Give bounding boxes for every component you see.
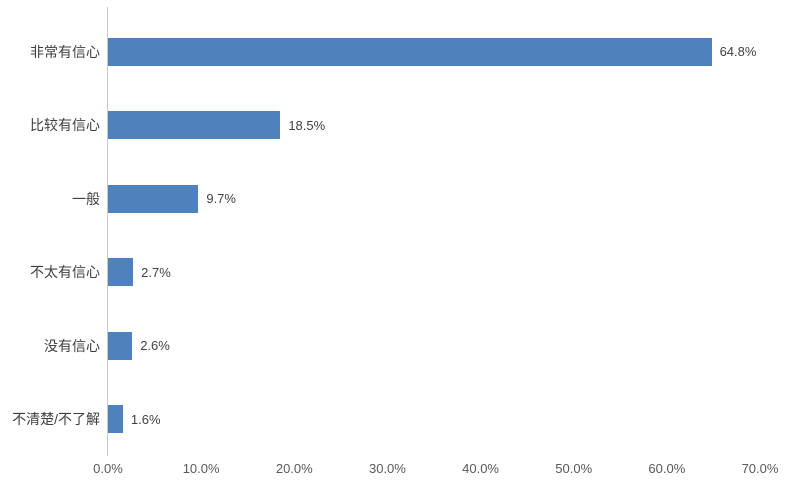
value-label: 1.6% — [130, 411, 161, 427]
category-label: 不清楚/不了解 — [12, 411, 100, 428]
value-label: 2.7% — [141, 264, 171, 280]
bar-row: 不清楚/不了解 1.6% — [12, 383, 760, 457]
bar — [108, 258, 134, 287]
bar — [108, 184, 199, 213]
bar — [108, 331, 133, 360]
category-label: 一般 — [72, 190, 100, 207]
value-label: 9.7% — [206, 191, 236, 207]
x-tick-label: 40.0% — [462, 461, 499, 476]
bar — [108, 37, 712, 66]
x-tick-label: 30.0% — [368, 461, 406, 476]
bar-row: 不太有信心 2.7% — [30, 236, 760, 310]
value-label: 64.8% — [719, 44, 757, 60]
x-axis-tick-labels: 0.0% 10.0% 20.0% 30.0% 40.0% 50.0% 60.0%… — [93, 461, 778, 480]
plot-area: 非常有信心 64.8% 比较有信心 18.5% 一般 9.7% 不太有信心 2.… — [12, 15, 760, 457]
value-label: 2.6% — [140, 338, 170, 354]
x-tick-label: 20.0% — [275, 461, 313, 476]
x-tick-label: 50.0% — [555, 461, 593, 476]
category-label: 非常有信心 — [30, 43, 100, 60]
bar — [108, 405, 123, 434]
x-tick-label: 60.0% — [648, 461, 686, 476]
x-tick-label: 10.0% — [182, 461, 220, 476]
category-label: 比较有信心 — [30, 117, 100, 134]
bar-row: 没有信心 2.6% — [44, 309, 760, 383]
bar-row: 一般 9.7% — [72, 162, 760, 236]
category-label: 不太有信心 — [30, 264, 100, 281]
y-axis-line — [107, 7, 108, 456]
x-tick-label: 0.0% — [93, 461, 123, 476]
category-label: 没有信心 — [44, 337, 100, 354]
bar-row: 非常有信心 64.8% — [30, 15, 760, 89]
value-label: 18.5% — [288, 117, 326, 133]
x-tick-label: 70.0% — [741, 461, 779, 476]
bar — [108, 111, 281, 140]
bar-row: 比较有信心 18.5% — [30, 89, 760, 163]
